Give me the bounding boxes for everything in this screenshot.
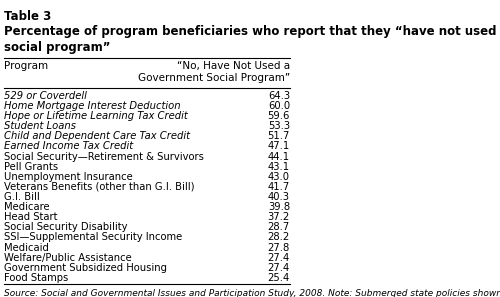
Text: 53.3: 53.3 (268, 121, 290, 131)
Text: 28.7: 28.7 (268, 222, 290, 232)
Text: 51.7: 51.7 (268, 131, 290, 141)
Text: 43.0: 43.0 (268, 172, 290, 182)
Text: Child and Dependent Care Tax Credit: Child and Dependent Care Tax Credit (4, 131, 190, 141)
Text: 44.1: 44.1 (268, 151, 290, 162)
Text: Pell Grants: Pell Grants (4, 162, 59, 172)
Text: 37.2: 37.2 (268, 212, 290, 222)
Text: 43.1: 43.1 (268, 162, 290, 172)
Text: G.I. Bill: G.I. Bill (4, 192, 40, 202)
Text: SSI—Supplemental Security Income: SSI—Supplemental Security Income (4, 233, 182, 242)
Text: Social Security—Retirement & Survivors: Social Security—Retirement & Survivors (4, 151, 204, 162)
Text: “No, Have Not Used a
Government Social Program”: “No, Have Not Used a Government Social P… (138, 61, 290, 83)
Text: Medicare: Medicare (4, 202, 50, 212)
Text: Program: Program (4, 61, 49, 71)
Text: 27.8: 27.8 (268, 243, 290, 252)
Text: Percentage of program beneficiaries who report that they “have not used a govern: Percentage of program beneficiaries who … (4, 25, 500, 53)
Text: Veterans Benefits (other than G.I. Bill): Veterans Benefits (other than G.I. Bill) (4, 182, 195, 192)
Text: 59.6: 59.6 (268, 111, 290, 121)
Text: Table 3: Table 3 (4, 10, 52, 23)
Text: Earned Income Tax Credit: Earned Income Tax Credit (4, 141, 134, 151)
Text: 41.7: 41.7 (268, 182, 290, 192)
Text: Head Start: Head Start (4, 212, 58, 222)
Text: Food Stamps: Food Stamps (4, 273, 68, 283)
Text: Welfare/Public Assistance: Welfare/Public Assistance (4, 253, 132, 263)
Text: 39.8: 39.8 (268, 202, 290, 212)
Text: Home Mortgage Interest Deduction: Home Mortgage Interest Deduction (4, 101, 181, 111)
Text: Source: Social and Governmental Issues and Participation Study, 2008. Note: Subm: Source: Social and Governmental Issues a… (4, 289, 500, 297)
Text: 27.4: 27.4 (268, 253, 290, 263)
Text: Medicaid: Medicaid (4, 243, 49, 252)
Text: Government Subsidized Housing: Government Subsidized Housing (4, 263, 168, 273)
Text: 27.4: 27.4 (268, 263, 290, 273)
Text: Unemployment Insurance: Unemployment Insurance (4, 172, 133, 182)
Text: 47.1: 47.1 (268, 141, 290, 151)
Text: 64.3: 64.3 (268, 91, 290, 101)
Text: 529 or Coverdell: 529 or Coverdell (4, 91, 87, 101)
Text: 25.4: 25.4 (268, 273, 290, 283)
Text: 40.3: 40.3 (268, 192, 290, 202)
Text: Social Security Disability: Social Security Disability (4, 222, 128, 232)
Text: 60.0: 60.0 (268, 101, 290, 111)
Text: 28.2: 28.2 (268, 233, 290, 242)
Text: Student Loans: Student Loans (4, 121, 76, 131)
Text: Hope or Lifetime Learning Tax Credit: Hope or Lifetime Learning Tax Credit (4, 111, 188, 121)
